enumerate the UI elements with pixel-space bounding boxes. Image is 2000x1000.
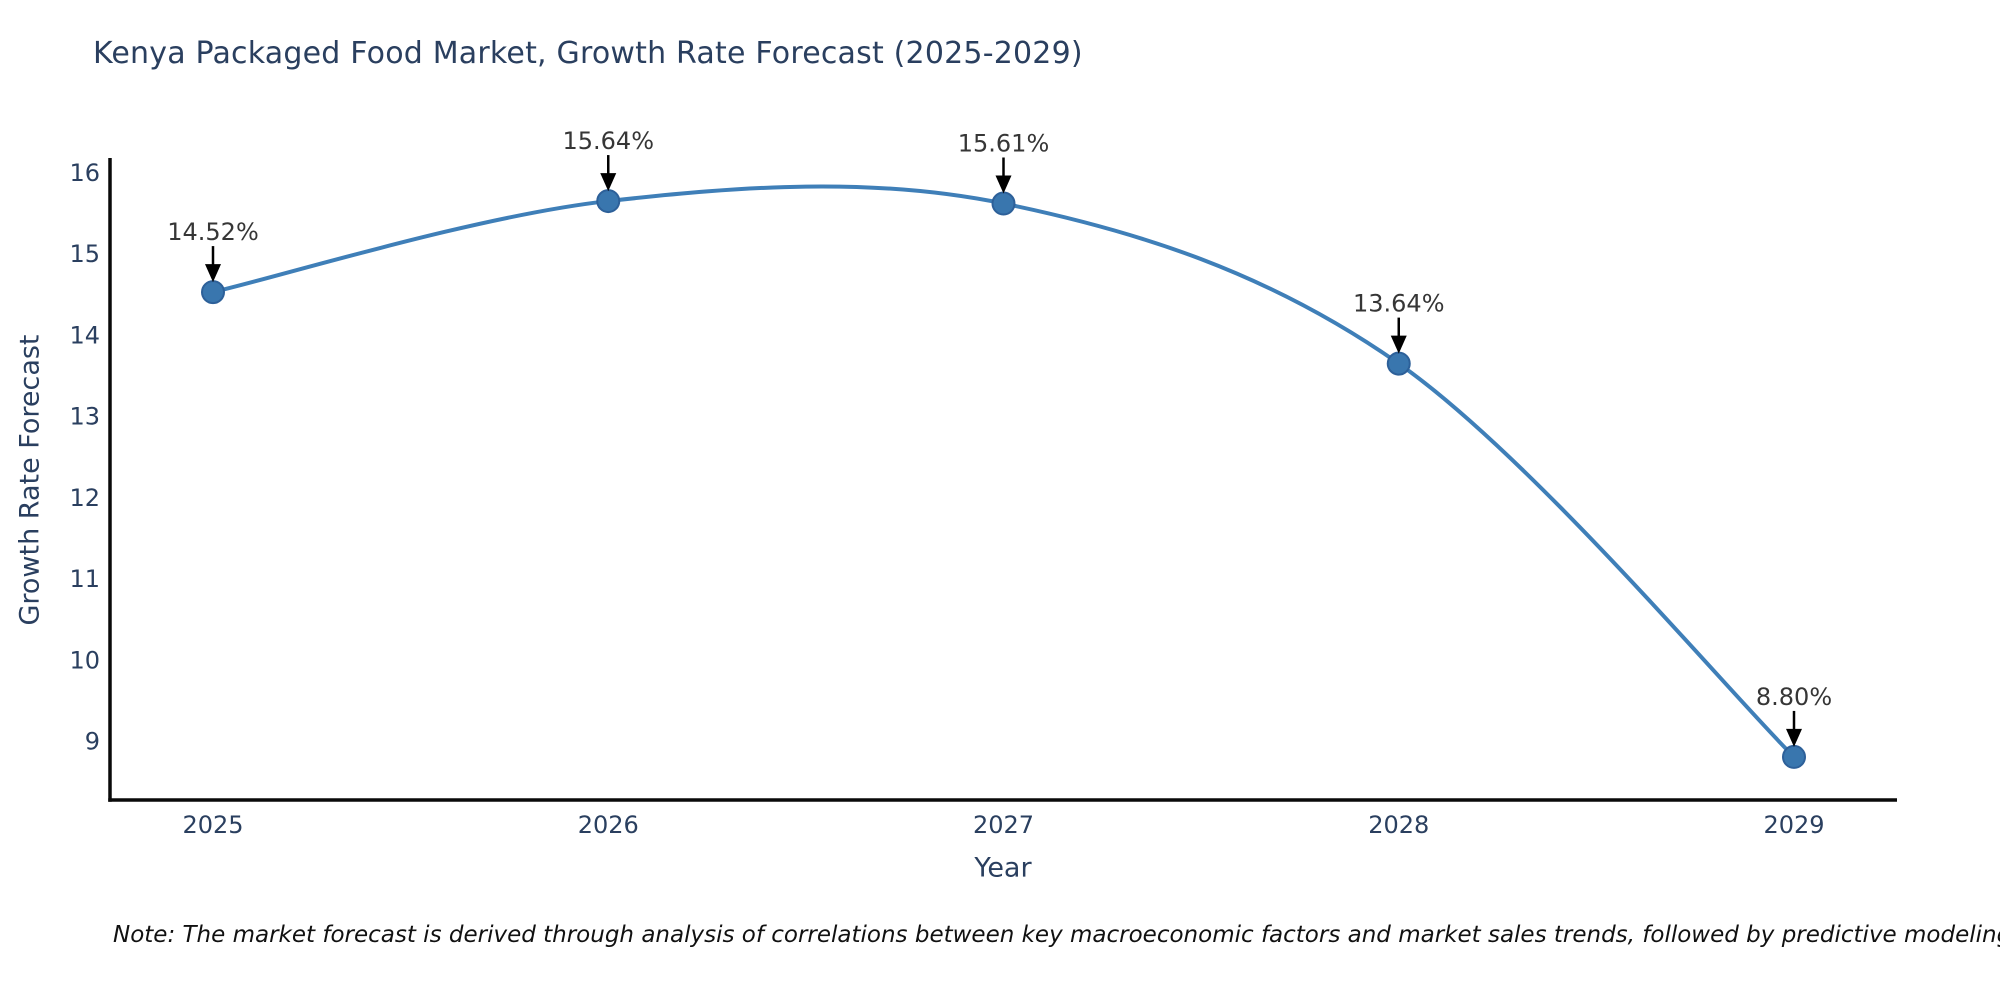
y-tick-label: 11 bbox=[69, 565, 100, 593]
annotation-arrowhead-icon bbox=[1786, 728, 1802, 747]
x-tick-label: 2028 bbox=[1368, 811, 1429, 839]
annotation-arrowhead-icon bbox=[1390, 335, 1407, 354]
y-tick-label: 15 bbox=[69, 240, 100, 268]
y-tick-label: 9 bbox=[85, 728, 100, 756]
data-point-marker bbox=[201, 280, 225, 305]
x-axis-title: Year bbox=[974, 852, 1032, 884]
annotation-label: 15.64% bbox=[562, 127, 654, 155]
chart-title: Kenya Packaged Food Market, Growth Rate … bbox=[93, 36, 1083, 71]
y-tick-label: 10 bbox=[69, 646, 100, 674]
annotation-label: 15.61% bbox=[958, 130, 1050, 158]
x-tick-label: 2029 bbox=[1763, 811, 1824, 839]
y-axis-title: Growth Rate Forecast bbox=[14, 334, 46, 626]
annotation-label: 13.64% bbox=[1353, 290, 1445, 318]
data-point-marker bbox=[1782, 744, 1806, 769]
y-tick-label: 12 bbox=[69, 484, 100, 512]
data-point-marker bbox=[596, 189, 621, 214]
x-tick-label: 2026 bbox=[578, 811, 639, 839]
data-point-marker bbox=[991, 191, 1016, 216]
data-point-marker bbox=[1386, 351, 1411, 376]
y-tick-label: 14 bbox=[69, 321, 100, 349]
x-tick-label: 2025 bbox=[182, 811, 243, 839]
annotation-arrowhead-icon bbox=[205, 264, 221, 283]
chart-footnote: Note: The market forecast is derived thr… bbox=[113, 922, 2000, 948]
y-tick-label: 13 bbox=[69, 403, 100, 431]
y-tick-label: 16 bbox=[69, 159, 100, 187]
annotation-label: 14.52% bbox=[167, 218, 259, 246]
annotation-arrowhead-icon bbox=[995, 175, 1012, 194]
series-curve bbox=[211, 184, 1796, 759]
x-tick-label: 2027 bbox=[973, 811, 1034, 839]
annotation-arrowhead-icon bbox=[600, 173, 617, 192]
annotation-label: 8.80% bbox=[1756, 683, 1832, 711]
